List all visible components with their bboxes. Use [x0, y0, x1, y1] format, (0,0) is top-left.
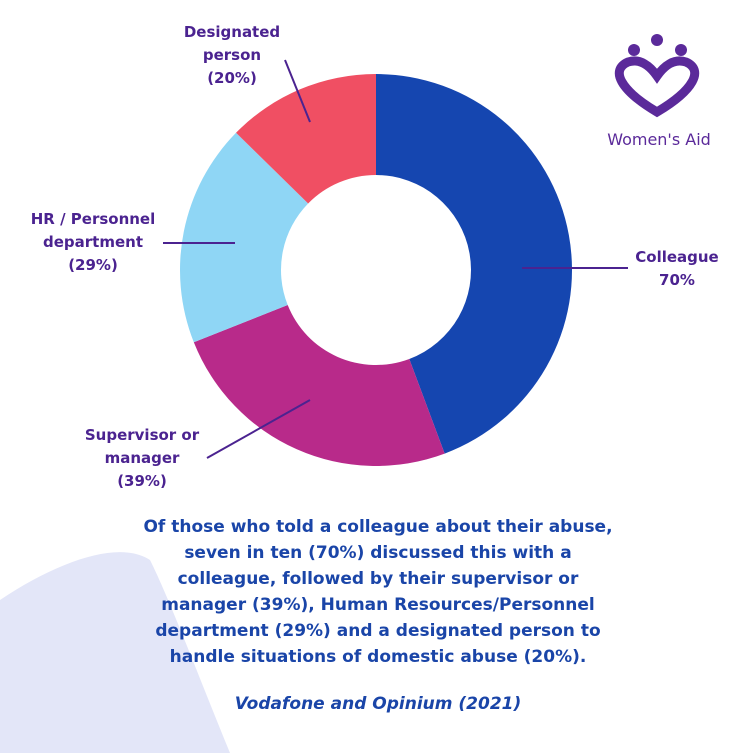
donut: [180, 74, 572, 466]
slice-label: Supervisor or manager (39%): [72, 424, 212, 493]
donut-slice: [376, 74, 572, 454]
donut-slice: [180, 132, 309, 343]
leader-line: [206, 399, 311, 459]
brand: Women's Aid: [607, 130, 711, 149]
source: Vodafone and Opinium (2021): [234, 694, 522, 714]
value-label: (20%): [207, 69, 257, 87]
logo: [614, 34, 700, 118]
category-label: Colleague: [635, 248, 719, 266]
value-label: 70%: [659, 271, 695, 289]
category-label: HR / Personnel department: [30, 210, 156, 251]
category-label: Supervisor or manager: [84, 426, 200, 467]
value-label: (29%): [68, 256, 118, 274]
decoration: [0, 552, 230, 753]
leader-lines: [163, 59, 628, 459]
caption: Of those who told a colleague about thei…: [143, 517, 613, 667]
category-label: Designated person: [183, 23, 281, 64]
slice-label: Designated person (20%): [177, 21, 287, 90]
donut-slice: [193, 305, 445, 466]
leader-line: [284, 59, 311, 123]
value-label: (39%): [117, 472, 167, 490]
slice-label: Colleague 70%: [612, 246, 742, 292]
slice-label: HR / Personnel department (29%): [18, 208, 168, 277]
donut-slice: [236, 74, 376, 204]
